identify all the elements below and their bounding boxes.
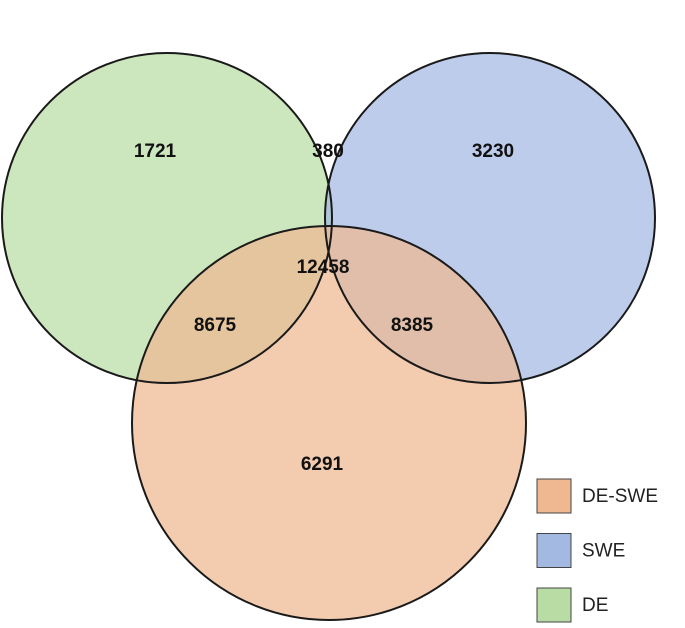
region-count: 8675 xyxy=(194,315,237,336)
legend-swatch xyxy=(536,533,572,568)
region-count: 1721 xyxy=(134,141,177,162)
region-count: 3230 xyxy=(472,141,514,162)
legend-swatch xyxy=(536,587,572,623)
set-outline xyxy=(131,225,527,621)
legend-label: DE-SWE xyxy=(582,486,658,507)
region-count: 6291 xyxy=(301,454,344,475)
region-count: 12458 xyxy=(297,257,350,278)
legend-label: DE xyxy=(582,595,608,616)
legend-label: SWE xyxy=(582,541,625,562)
set-outline xyxy=(324,52,656,384)
region-count: 8385 xyxy=(391,315,434,336)
legend-swatch xyxy=(536,478,572,514)
set-outline xyxy=(1,52,333,384)
region-count: 380 xyxy=(312,141,344,162)
set-circle xyxy=(132,226,526,620)
